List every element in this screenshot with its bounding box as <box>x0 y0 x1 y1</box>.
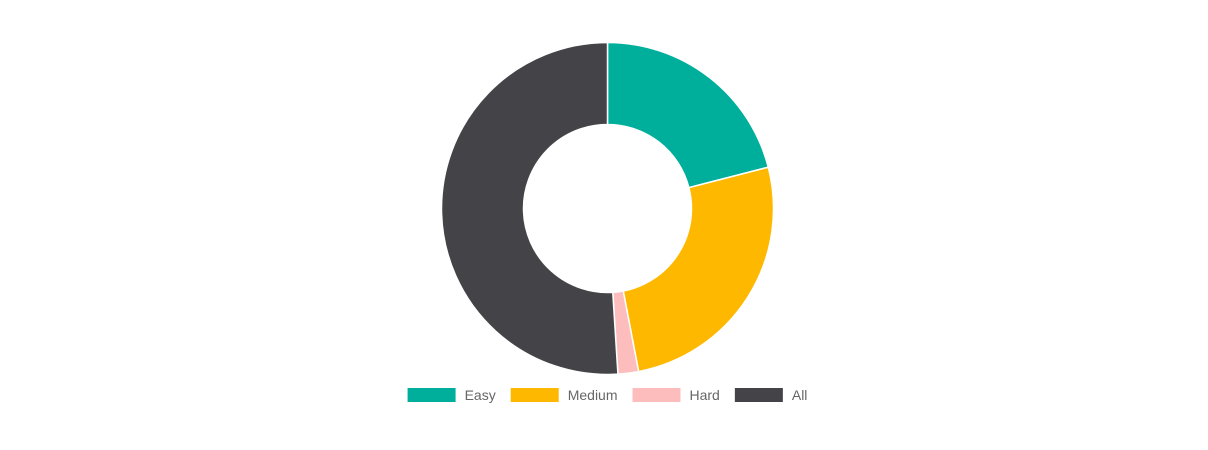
legend-item-hard[interactable]: Hard <box>632 387 720 403</box>
chart-slices <box>440 41 775 376</box>
legend-swatch-medium <box>510 388 559 402</box>
chart-legend: Easy Medium Hard All <box>407 387 808 403</box>
legend-swatch-hard <box>632 388 681 402</box>
slice-easy[interactable] <box>606 41 770 189</box>
slice-all[interactable] <box>440 41 619 376</box>
legend-item-all[interactable]: All <box>734 387 808 403</box>
legend-label-hard: Hard <box>690 387 720 403</box>
legend-label-medium: Medium <box>568 387 618 403</box>
legend-label-all: All <box>792 387 808 403</box>
legend-label-easy: Easy <box>465 387 496 403</box>
legend-swatch-all <box>734 388 783 402</box>
legend-swatch-easy <box>407 388 456 402</box>
legend-item-medium[interactable]: Medium <box>510 387 618 403</box>
legend-item-easy[interactable]: Easy <box>407 387 496 403</box>
slice-medium[interactable] <box>622 166 775 373</box>
